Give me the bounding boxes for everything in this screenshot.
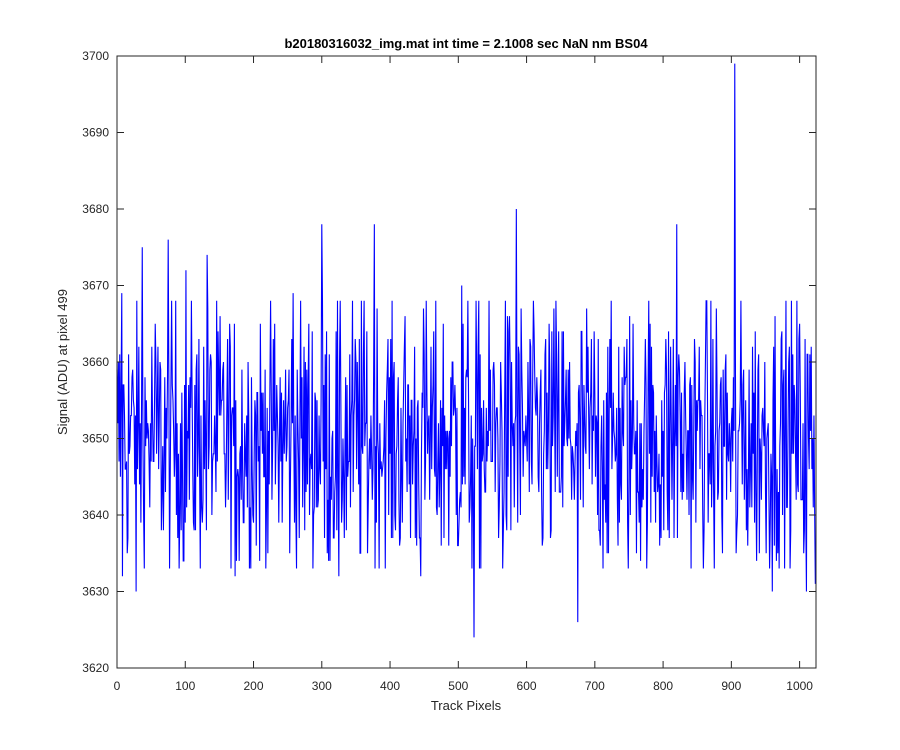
y-tick-label: 3660 <box>82 355 109 369</box>
y-axis-ticks: 3620 3630 3640 3650 3660 3670 3680 3690 3700 <box>82 49 816 675</box>
chart-title: b20180316032_img.mat int time = 2.1008 s… <box>284 36 648 51</box>
series-layer <box>116 63 816 638</box>
x-tick-label: 500 <box>448 679 468 693</box>
x-tick-label: 600 <box>517 679 537 693</box>
y-tick-label: 3620 <box>82 661 109 675</box>
y-tick-label: 3700 <box>82 49 109 63</box>
x-axis-label: Track Pixels <box>431 698 502 713</box>
x-tick-label: 200 <box>244 679 264 693</box>
series-line <box>116 63 816 638</box>
y-tick-label: 3630 <box>82 585 109 599</box>
x-tick-label: 100 <box>175 679 195 693</box>
x-tick-label: 800 <box>653 679 673 693</box>
x-axis-ticks: 0 100 200 300 400 500 600 700 800 900 1000 <box>114 56 813 693</box>
y-tick-label: 3650 <box>82 432 109 446</box>
y-tick-label: 3690 <box>82 126 109 140</box>
y-tick-label: 3670 <box>82 279 109 293</box>
x-tick-label: 0 <box>114 679 121 693</box>
x-tick-label: 1000 <box>786 679 813 693</box>
x-tick-label: 900 <box>721 679 741 693</box>
x-tick-label: 400 <box>380 679 400 693</box>
y-tick-label: 3680 <box>82 202 109 216</box>
y-tick-label: 3640 <box>82 508 109 522</box>
x-tick-label: 700 <box>585 679 605 693</box>
y-axis-label: Signal (ADU) at pixel 499 <box>55 289 70 435</box>
x-tick-label: 300 <box>312 679 332 693</box>
